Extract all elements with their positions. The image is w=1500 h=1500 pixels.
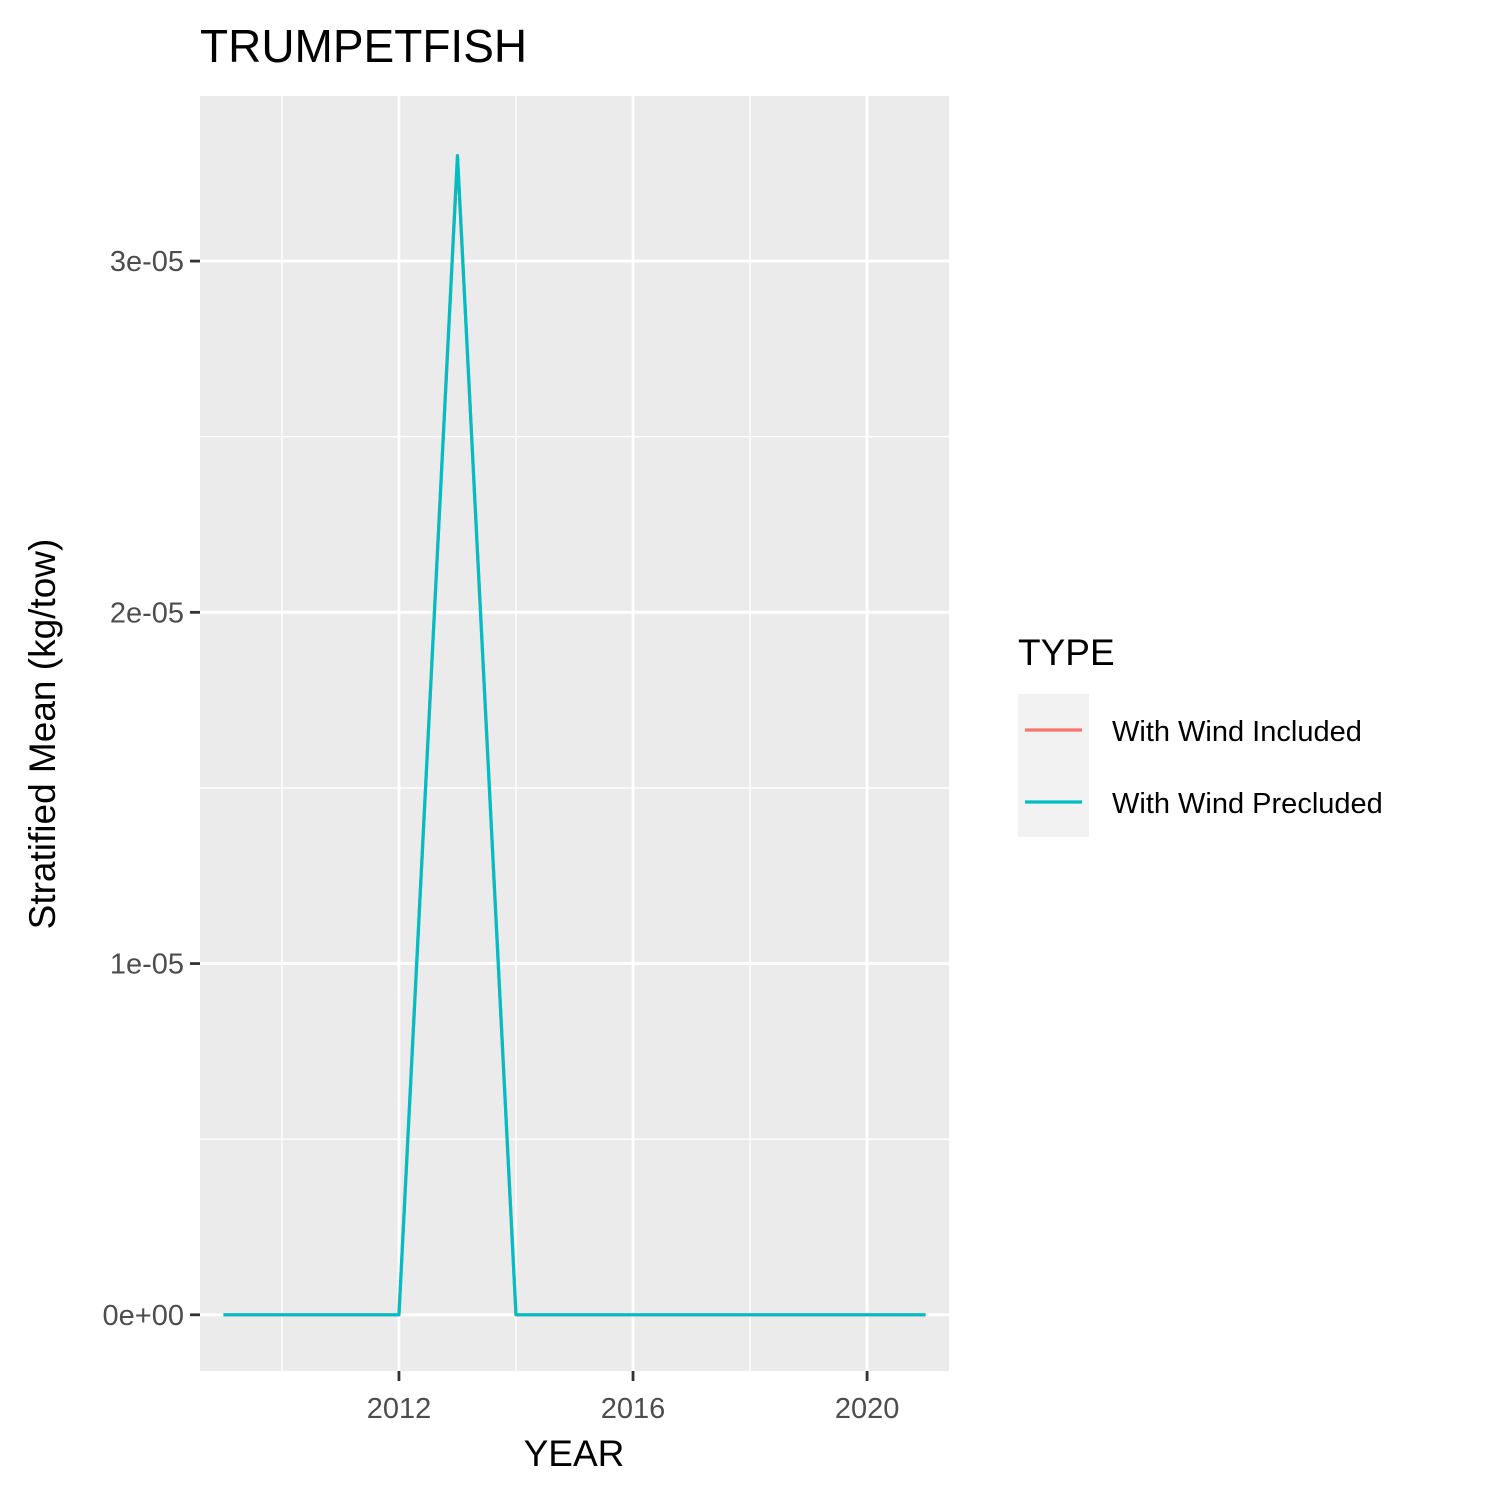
y-axis: 0e+00 1e-05 2e-05 3e-05: [103, 246, 200, 1332]
x-tick-label: 2016: [601, 1393, 666, 1425]
legend-items: With Wind Included With Wind Precluded: [1025, 716, 1383, 820]
y-tick-label: 1e-05: [110, 949, 184, 981]
legend-key-background: [1018, 694, 1089, 837]
series-line-2: [223, 154, 926, 1317]
plot-panel: [200, 96, 949, 1371]
y-tick-label: 3e-05: [110, 246, 184, 278]
y-axis-title: Stratified Mean (kg/tow): [22, 539, 63, 930]
y-tick-label: 0e+00: [103, 1300, 184, 1332]
x-tick-label: 2012: [367, 1393, 432, 1425]
legend-label: With Wind Precluded: [1112, 788, 1383, 820]
y-tick-label: 2e-05: [110, 597, 184, 629]
legend-label: With Wind Included: [1112, 716, 1362, 748]
x-tick-label: 2020: [835, 1393, 900, 1425]
chart-title: TRUMPETFISH: [200, 20, 527, 72]
series-layer: [223, 154, 926, 1317]
legend-title: TYPE: [1018, 632, 1115, 673]
legend: TYPE With Wind Included With Wind Preclud…: [1018, 632, 1383, 837]
x-axis: 2012 2016 2020: [367, 1371, 900, 1425]
x-axis-title: YEAR: [524, 1433, 625, 1474]
grid-minor: [200, 96, 949, 1371]
